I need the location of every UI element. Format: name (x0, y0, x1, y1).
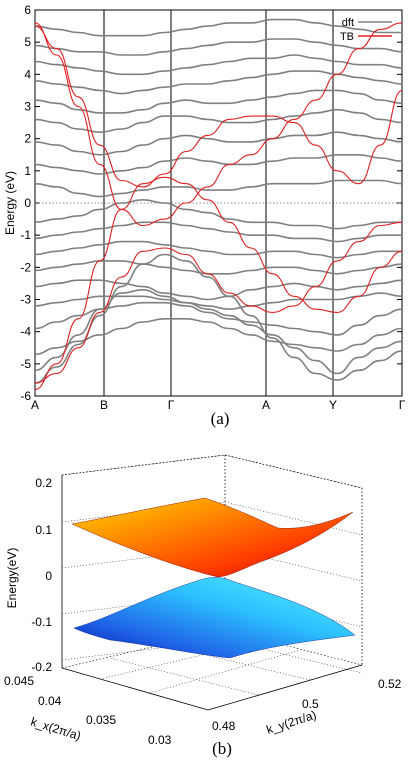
y-tick-label: 0.5 (302, 697, 319, 711)
back-gridline (61, 593, 226, 615)
caption-b: (b) (212, 739, 232, 758)
y-tick-label: -2 (20, 260, 31, 274)
dft-band-line (34, 131, 403, 156)
y-tick-label: 3 (24, 100, 31, 114)
surface-chart: 0.2 0.1 0 -0.1 -0.2 Energy(eV) 0.045 0.0… (4, 454, 402, 758)
x-tick-label: 0.04 (38, 694, 62, 708)
dft-band-line (34, 317, 403, 355)
dft-bands (34, 18, 403, 384)
dft-band-line (34, 221, 402, 243)
k-point-label: Y (329, 398, 337, 412)
z-tick-labels: 0.2 0.1 0 -0.1 -0.2 (31, 476, 52, 674)
y-axis-line (207, 664, 363, 711)
dft-band-line (34, 253, 403, 384)
TB-band-line (34, 22, 403, 227)
y-tick-label: 0.48 (212, 719, 236, 733)
back-gridline (224, 593, 363, 628)
y-tick-labels: 0.48 0.5 0.52 (212, 677, 402, 733)
back-gridline (61, 501, 226, 523)
dft-band-line (34, 198, 402, 230)
dft-band-line (34, 240, 402, 259)
back-gridline (224, 454, 363, 489)
dft-band-line (34, 89, 403, 114)
z-tick-label: -0.1 (31, 615, 52, 629)
TB-band-line (34, 25, 403, 188)
y-tick-label: -1 (20, 228, 31, 242)
dft-band-line (34, 179, 403, 198)
dft-band-line (34, 292, 403, 311)
y-axis-label: Energy (eV) (3, 171, 17, 235)
floor-gridline (164, 644, 311, 681)
back-gridline (61, 454, 226, 476)
dft-band-line (34, 70, 403, 95)
z-tick-label: 0.2 (35, 476, 52, 490)
y-tick-label: 5 (24, 35, 31, 49)
dft-band-line (34, 18, 402, 37)
y-tick-label: 2 (24, 132, 31, 146)
dft-band-line (34, 54, 403, 76)
y-tick-label: 0.52 (378, 677, 402, 691)
y-tick-label: 1 (24, 164, 31, 178)
z-axis-label: Energy(eV) (5, 548, 19, 609)
y-axis-label: k_y(2π/a) (265, 708, 318, 737)
k-point-label: A (31, 398, 39, 412)
legend-label-dft: dft (342, 17, 354, 29)
upper-cone-surface (71, 497, 354, 578)
x-tick-labels: 0.045 0.04 0.035 0.03 (4, 674, 172, 747)
z-tick-label: -0.2 (31, 660, 52, 674)
y-tick-label: 6 (24, 3, 31, 17)
box-back-edges (61, 454, 363, 489)
y-tick-label: -5 (20, 357, 31, 371)
y-tick-label: -3 (20, 293, 31, 307)
y-tick-label: 4 (24, 67, 31, 81)
lower-cone-surface (73, 577, 356, 659)
dft-band-line (34, 38, 403, 56)
back-gridline (224, 501, 363, 536)
axes-box (61, 454, 363, 711)
z-tick-label: 0 (45, 569, 52, 583)
back-gridline (224, 639, 363, 674)
legend-label-tb: TB (340, 31, 354, 43)
dotted-gridlines (61, 454, 363, 696)
tb-bands (34, 22, 403, 391)
TB-band-line (34, 221, 403, 384)
dft-band-line (34, 154, 403, 175)
x-tick-label: 0.035 (86, 713, 116, 727)
dft-band-line (34, 301, 403, 336)
x-tick-label: 0.03 (148, 733, 172, 747)
TB-band-line (34, 176, 403, 391)
caption-a: (a) (211, 409, 230, 428)
dft-band-line (34, 279, 403, 301)
floor-gridline (149, 649, 301, 694)
x-axis-line (61, 667, 209, 711)
dft-band-line (34, 108, 403, 134)
k-point-label: A (262, 398, 270, 412)
y-tick-label: -4 (20, 325, 31, 339)
k-point-label: Γ (168, 398, 175, 412)
back-gridline (224, 547, 363, 582)
dft-band-line (34, 260, 403, 275)
k-point-label: Γ (399, 398, 406, 412)
x-axis-label: k_x(2π/a) (29, 714, 82, 742)
z-tick-label: 0.1 (35, 523, 52, 537)
back-gridline (61, 639, 226, 661)
k-point-label: B (100, 398, 108, 412)
y-tick-label: 0 (24, 196, 31, 210)
legend: dft TB (340, 17, 392, 43)
x-tick-label: 0.045 (4, 674, 34, 688)
y-tick-label: -6 (20, 389, 31, 403)
floor-gridline (109, 657, 259, 696)
back-gridline (61, 547, 226, 569)
